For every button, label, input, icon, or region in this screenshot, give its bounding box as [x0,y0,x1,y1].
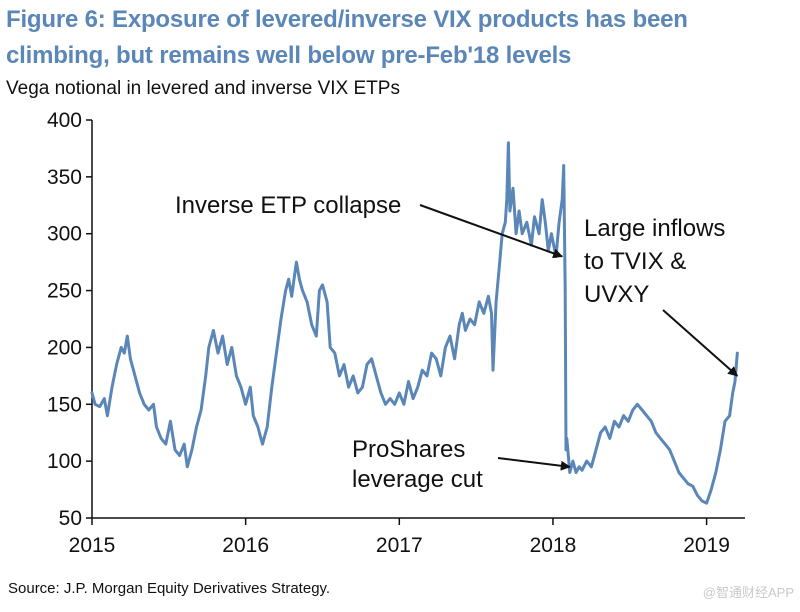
annotation-inflows-line-0: Large inflows [584,215,725,242]
y-tick-label: 250 [47,280,82,303]
y-tick-label: 400 [47,109,82,132]
series-layer [90,141,739,505]
axes-layer: 50 100 150 200 250 300 350 400 2015 2016 2017 2018 2… [47,109,745,557]
annotation-inflows-arrow [662,309,739,377]
annotation-inverse-line-0: Inverse ETP collapse [175,192,401,219]
x-tick-label: 2016 [222,534,269,557]
source-note: Source: J.P. Morgan Equity Derivatives S… [8,580,331,597]
chart-subtitle: Vega notional in levered and inverse VIX… [6,78,400,99]
y-tick-label: 200 [47,336,82,359]
annotation-proshares-line-0: ProShares [352,436,465,463]
y-tick-label: 150 [47,393,82,416]
watermark: @智通财经APP [702,585,794,600]
chart-title-line-1: Figure 6: Exposure of levered/inverse VI… [6,6,688,33]
y-tick-label: 100 [47,450,82,473]
annotation-inflows-line-1: to TVIX & [584,248,686,275]
series-line-0 [90,141,739,505]
annotation-proshares-line-1: leverage cut [352,466,483,493]
x-tick-label: 2019 [683,534,730,557]
annotation-inflows-line-2: UVXY [584,281,649,308]
annotation-inverse-arrow [419,204,564,259]
x-tick-label: 2018 [530,534,577,557]
y-tick-label: 350 [47,166,82,189]
x-tick-label: 2017 [376,534,423,557]
y-tick-label: 300 [47,223,82,246]
x-tick-label: 2015 [69,534,116,557]
chart-title-line-2: climbing, but remains well below pre-Feb… [6,42,572,69]
annotations-layer: Inverse ETP collapse ProShares leverage cu… [175,192,739,493]
annotation-proshares-arrow [497,457,571,471]
y-tick-label: 50 [59,507,82,530]
